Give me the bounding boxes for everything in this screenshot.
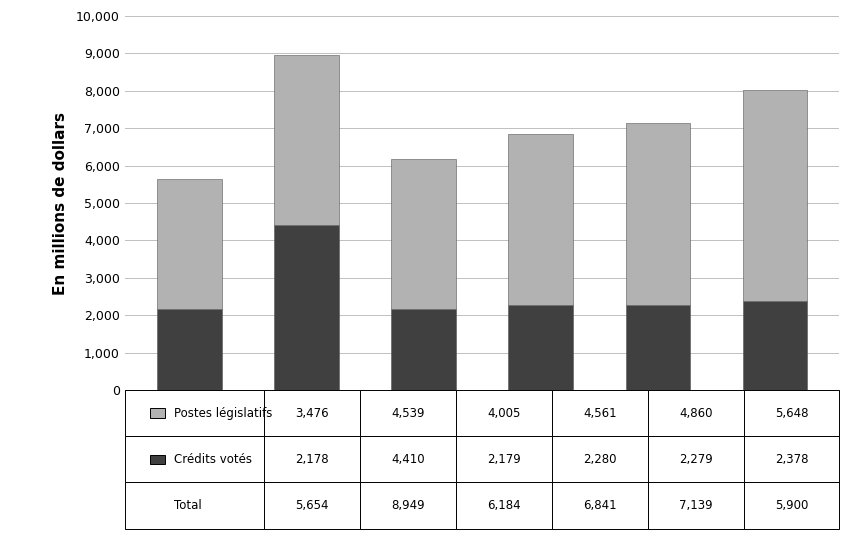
Bar (509, 305, 573, 390)
Bar (742, 90, 807, 301)
Text: 4,410: 4,410 (391, 453, 424, 466)
Y-axis label: En millions de dollars: En millions de dollars (53, 112, 68, 295)
Text: Total: Total (174, 499, 201, 512)
Bar (392, 159, 455, 309)
Text: 5,900: 5,900 (775, 499, 808, 512)
Bar (392, 309, 455, 390)
Text: 4,005: 4,005 (487, 407, 521, 420)
Text: 7,139: 7,139 (678, 499, 712, 512)
Text: 2,178: 2,178 (295, 453, 329, 466)
Bar (275, 225, 338, 390)
Text: Crédits votés: Crédits votés (174, 453, 251, 466)
Text: 6,184: 6,184 (487, 499, 521, 512)
Text: 8,949: 8,949 (391, 499, 424, 512)
Text: 6,841: 6,841 (583, 499, 616, 512)
Bar (158, 309, 222, 390)
Text: 2,280: 2,280 (583, 453, 616, 466)
Text: 5,654: 5,654 (295, 499, 329, 512)
Bar (626, 123, 690, 305)
Text: 2,378: 2,378 (775, 453, 808, 466)
Bar (742, 301, 807, 390)
Text: 5,648: 5,648 (775, 407, 808, 420)
Text: 4,561: 4,561 (583, 407, 616, 420)
Bar (509, 134, 573, 305)
Bar (275, 56, 338, 225)
Text: 2,279: 2,279 (678, 453, 713, 466)
Bar (626, 305, 690, 390)
Text: 3,476: 3,476 (295, 407, 329, 420)
Text: 4,860: 4,860 (679, 407, 712, 420)
Bar (158, 178, 222, 309)
Text: Postes législatifs: Postes législatifs (174, 407, 272, 420)
Text: 4,539: 4,539 (391, 407, 424, 420)
Text: 2,179: 2,179 (487, 453, 521, 466)
